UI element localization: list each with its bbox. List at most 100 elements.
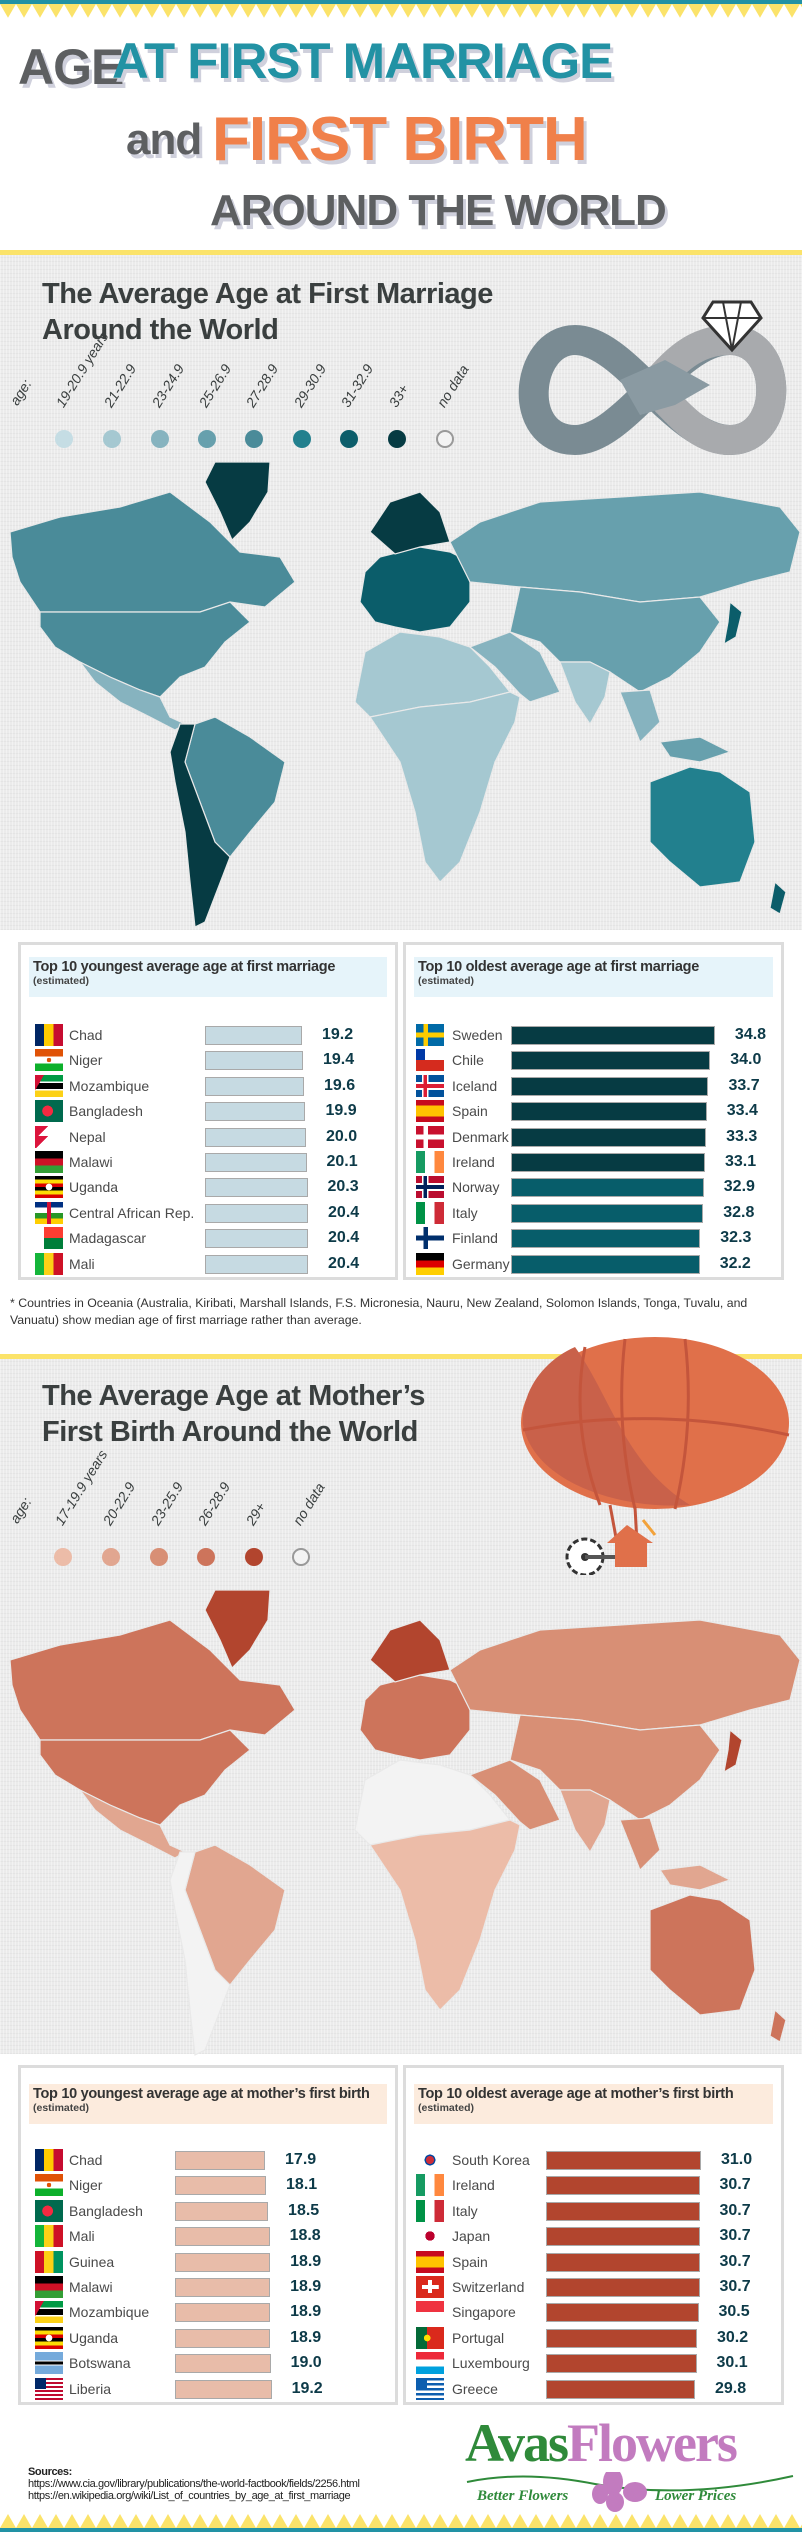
legend-swatch (197, 1548, 215, 1566)
top-border (0, 0, 802, 4)
logo-tagline-right: Lower Prices (655, 2488, 737, 2504)
table-row: Chad 19.2 (21, 1023, 395, 1048)
map-region-japan (723, 1728, 743, 1774)
flag-chile-icon (416, 1049, 444, 1072)
value-label: 30.7 (719, 2201, 751, 2219)
country-name: Niger (69, 2177, 103, 2194)
flag-chad-icon (35, 1024, 63, 1046)
table-subtitle: (estimated) (33, 975, 90, 987)
value-label: 34.8 (734, 1026, 767, 1043)
value-label: 33.3 (726, 1127, 758, 1145)
table-row: Ireland 33.1 (406, 1150, 781, 1175)
map-region-nz (769, 2008, 787, 2043)
bottom-border (0, 2528, 802, 2532)
flag-central-african-rep--icon (35, 1201, 63, 1224)
map-region-andes (169, 723, 231, 928)
value-bar (511, 1076, 709, 1096)
map-region-china (509, 586, 721, 693)
value-label: 17.9 (285, 2151, 317, 2168)
flag-singapore-icon (416, 2301, 444, 2324)
sources: Sources: https://www.cia.gov/library/pub… (28, 2466, 360, 2502)
legend-swatch (198, 430, 216, 448)
value-label: 19.6 (323, 1076, 356, 1094)
country-name: Japan (452, 2228, 491, 2245)
country-name: Niger (69, 1052, 103, 1069)
country-name: Malawi (69, 2279, 113, 2295)
map-region-australia (649, 1894, 756, 2016)
map-region-europe (359, 1674, 471, 1761)
source-link[interactable]: https://www.cia.gov/library/publications… (28, 2478, 360, 2490)
flag-nepal-icon (35, 1125, 63, 1148)
value-label: 30.2 (717, 2328, 749, 2346)
country-name: Uganda (69, 2329, 119, 2346)
country-name: Chile (452, 1052, 484, 1069)
country-name: South Korea (452, 2152, 530, 2168)
bottom-zigzag (0, 2514, 802, 2528)
flower-swoosh-icon (466, 2472, 794, 2512)
value-label: 19.0 (290, 2354, 322, 2372)
map-region-safrica (369, 691, 521, 883)
table-row: Chile 34.0 (406, 1048, 781, 1073)
value-bar (546, 2201, 700, 2221)
table-row: Denmark 33.3 (406, 1125, 781, 1150)
value-label: 18.5 (288, 2201, 320, 2219)
flag-italy-icon (416, 2199, 444, 2222)
country-name: Germany (452, 1255, 510, 1272)
table-row: Uganda 20.3 (21, 1175, 395, 1200)
country-name: Chad (69, 2152, 103, 2168)
oldest-marriage-table: Top 10 oldest average age at first marri… (403, 942, 784, 1280)
table-row: Madagascar 20.4 (21, 1226, 395, 1251)
country-name: Bangladesh (69, 2202, 143, 2219)
value-bar (511, 1026, 715, 1045)
table-row: Malawi 18.9 (21, 2275, 395, 2300)
table-row: Bangladesh 18.5 (21, 2199, 395, 2224)
legend-swatch (388, 430, 406, 448)
table-row: Niger 18.1 (21, 2173, 395, 2198)
legend-swatch (292, 1548, 310, 1566)
country-name: Central African Rep. (69, 1204, 195, 1221)
value-label: 20.1 (326, 1153, 358, 1170)
flag-madagascar-icon (35, 1227, 63, 1250)
value-bar (175, 2176, 267, 2196)
value-label: 30.7 (719, 2176, 751, 2194)
table-row: Mali 20.4 (21, 1252, 395, 1277)
table-row: Italy 30.7 (406, 2199, 781, 2224)
flag-mozambique-icon (35, 1074, 63, 1097)
table-row: Norway 32.9 (406, 1175, 781, 1200)
table-row: Mozambique 19.6 (21, 1074, 395, 1099)
legend-swatch (150, 1548, 168, 1566)
flag-germany-icon (416, 1252, 444, 1275)
value-label: 18.8 (289, 2227, 321, 2245)
value-bar (511, 1051, 711, 1071)
country-name: Spain (452, 1103, 488, 1120)
table-row: Greece 29.8 (406, 2377, 781, 2402)
map-region-nz (769, 880, 787, 915)
value-label: 30.7 (719, 2227, 751, 2245)
table-row: South Korea 31.0 (406, 2148, 781, 2173)
country-name: Botswana (69, 2355, 131, 2372)
value-label: 19.9 (325, 1102, 357, 1120)
value-bar (175, 2201, 269, 2221)
flag-uganda-icon (35, 2326, 63, 2349)
table-row: Niger 19.4 (21, 1048, 395, 1073)
value-label: 30.5 (718, 2303, 750, 2321)
map-region-china (509, 1714, 721, 1821)
legend-swatch (55, 430, 73, 448)
map-region-canada (9, 491, 296, 613)
table-row: Iceland 33.7 (406, 1074, 781, 1099)
flag-botswana-icon (35, 2352, 63, 2375)
title-marriage-text: AT FIRST MARRIAGE (112, 33, 613, 89)
value-label: 18.1 (286, 2176, 318, 2194)
source-link[interactable]: https://en.wikipedia.org/wiki/List_of_co… (28, 2490, 351, 2502)
avasflowers-logo[interactable]: AvasFlowers Better Flowers Lower Prices (465, 2412, 795, 2512)
map-region-india (559, 1789, 611, 1854)
value-label: 18.9 (290, 2328, 322, 2346)
table-subtitle: (estimated) (418, 2102, 475, 2114)
value-bar (511, 1178, 704, 1198)
value-bar (546, 2328, 697, 2348)
title-birth: FIRST BIRTH (212, 105, 588, 174)
map-region-islands (658, 1864, 732, 1891)
value-bar (546, 2176, 700, 2196)
map-region-greenland (204, 1590, 271, 1670)
country-name: Chad (69, 1027, 103, 1043)
